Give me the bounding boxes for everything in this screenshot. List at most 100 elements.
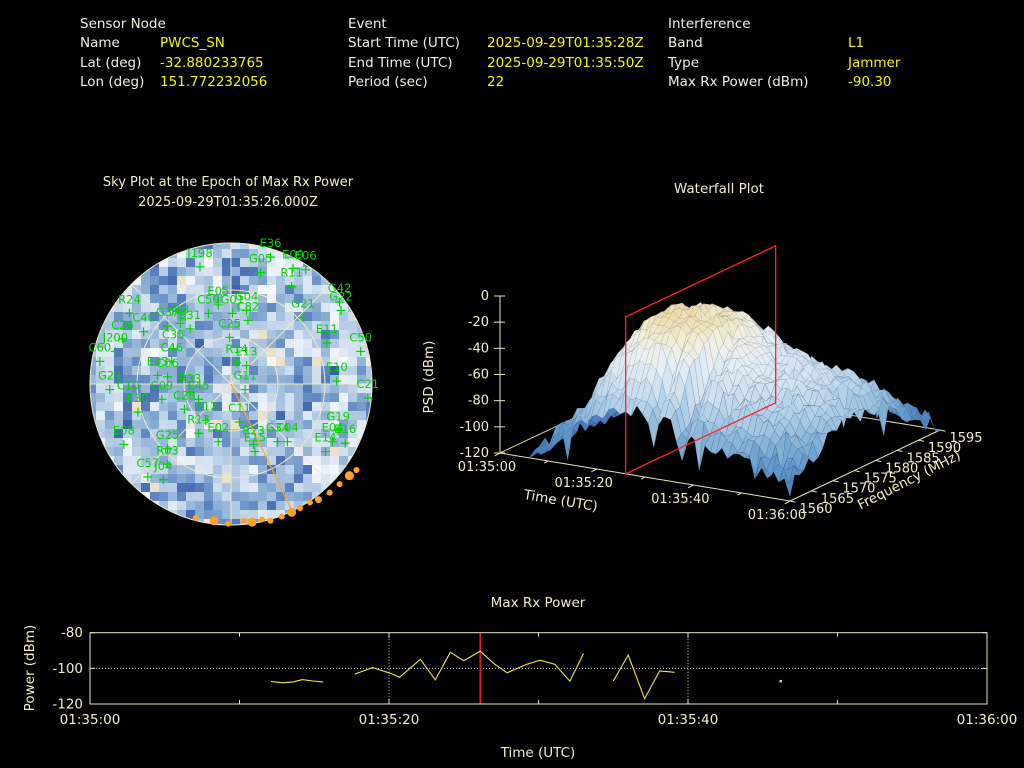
svg-text:-100: -100 bbox=[459, 420, 489, 435]
svg-text:C50: C50 bbox=[349, 330, 372, 344]
svg-text:G04: G04 bbox=[235, 290, 259, 304]
sensor-node-title: Sensor Node bbox=[80, 16, 166, 32]
waterfall-z-axis-label: PSD (dBm) bbox=[421, 341, 437, 414]
svg-text:C09: C09 bbox=[151, 378, 174, 392]
waterfall-surface bbox=[528, 302, 941, 498]
interference-panel: Interference Band L1 Type Jammer Max Rx … bbox=[668, 15, 900, 92]
interference-band-row: Band L1 bbox=[668, 34, 900, 53]
svg-text:0: 0 bbox=[481, 289, 489, 304]
svg-text:C04: C04 bbox=[276, 421, 299, 435]
power-y-axis-label: Power (dBm) bbox=[22, 625, 38, 712]
interference-power-value: -90.30 bbox=[848, 73, 892, 90]
interference-title: Interference bbox=[668, 16, 751, 32]
svg-text:G22: G22 bbox=[329, 290, 353, 304]
event-period-label: Period (sec) bbox=[348, 73, 428, 90]
svg-text:01:35:20: 01:35:20 bbox=[554, 476, 612, 491]
svg-text:G34: G34 bbox=[266, 421, 290, 435]
svg-text:C25: C25 bbox=[218, 316, 241, 330]
interference-type-label: Type bbox=[668, 54, 700, 71]
svg-text:01:36:00: 01:36:00 bbox=[957, 712, 1018, 728]
svg-text:E06: E06 bbox=[295, 249, 317, 263]
svg-text:1560: 1560 bbox=[799, 502, 832, 517]
svg-text:1565: 1565 bbox=[821, 492, 854, 507]
waterfall-title: Waterfall Plot bbox=[674, 181, 764, 197]
svg-text:R13: R13 bbox=[187, 412, 210, 426]
interference-band-value: L1 bbox=[848, 35, 865, 52]
event-start-label: Start Time (UTC) bbox=[348, 35, 460, 52]
svg-text:E10: E10 bbox=[326, 360, 348, 374]
svg-text:G12: G12 bbox=[194, 400, 218, 414]
event-start-row: Start Time (UTC) 2025-09-29T01:35:28Z bbox=[348, 34, 644, 53]
svg-text:C59: C59 bbox=[197, 292, 220, 306]
interference-power-row: Max Rx Power (dBm) -90.30 bbox=[668, 73, 900, 92]
power-x-axis-label: Time (UTC) bbox=[500, 745, 576, 761]
interference-type-row: Type Jammer bbox=[668, 54, 900, 73]
sensor-name-row: Name PWCS_SN bbox=[80, 34, 267, 53]
svg-text:E04: E04 bbox=[322, 421, 344, 435]
svg-text:-80: -80 bbox=[468, 394, 489, 409]
sensor-name-label: Name bbox=[80, 35, 120, 52]
svg-text:G42: G42 bbox=[328, 281, 352, 295]
svg-text:-80: -80 bbox=[61, 625, 83, 641]
svg-text:C10: C10 bbox=[117, 378, 140, 392]
svg-text:C26: C26 bbox=[111, 318, 134, 332]
svg-text:E16: E16 bbox=[334, 422, 356, 436]
svg-text:R11: R11 bbox=[280, 266, 303, 280]
svg-text:C46: C46 bbox=[160, 340, 183, 354]
sensor-lon-value: 151.772232056 bbox=[160, 73, 268, 90]
event-end-row: End Time (UTC) 2025-09-29T01:35:50Z bbox=[348, 54, 644, 73]
svg-text:G19: G19 bbox=[326, 409, 350, 423]
event-start-value: 2025-09-29T01:35:28Z bbox=[487, 35, 644, 52]
svg-text:-120: -120 bbox=[459, 446, 489, 461]
svg-text:R03: R03 bbox=[156, 443, 179, 457]
svg-text:01:35:00: 01:35:00 bbox=[60, 712, 121, 728]
event-period-row: Period (sec) 22 bbox=[348, 73, 644, 92]
sensor-node-panel: Sensor Node Name PWCS_SN Lat (deg) -32.8… bbox=[80, 15, 267, 92]
sensor-lat-row: Lat (deg) -32.880233765 bbox=[80, 54, 267, 73]
svg-text:-60: -60 bbox=[468, 368, 489, 383]
svg-text:J04: J04 bbox=[153, 459, 172, 473]
sky-plot-subtitle: 2025-09-29T01:35:26.000Z bbox=[138, 195, 318, 210]
svg-text:E02: E02 bbox=[207, 421, 229, 435]
svg-text:1585: 1585 bbox=[907, 451, 940, 466]
svg-text:1575: 1575 bbox=[864, 472, 897, 487]
event-end-label: End Time (UTC) bbox=[348, 54, 453, 71]
sensor-name-value: PWCS_SN bbox=[160, 35, 225, 52]
svg-text:J200: J200 bbox=[102, 330, 128, 344]
svg-text:C57: C57 bbox=[136, 456, 159, 470]
svg-text:E03: E03 bbox=[147, 354, 169, 368]
svg-text:01:35:40: 01:35:40 bbox=[651, 492, 709, 507]
svg-text:01:35:00: 01:35:00 bbox=[458, 460, 516, 475]
event-title: Event bbox=[348, 16, 387, 32]
waterfall-epoch-plane bbox=[625, 244, 777, 475]
svg-text:E31: E31 bbox=[179, 308, 201, 322]
svg-text:E05: E05 bbox=[207, 284, 229, 298]
svg-text:G01: G01 bbox=[221, 292, 245, 306]
svg-text:-100: -100 bbox=[52, 661, 83, 677]
event-panel: Event Start Time (UTC) 2025-09-29T01:35:… bbox=[348, 15, 644, 92]
svg-text:C40: C40 bbox=[132, 311, 155, 325]
max-rx-power-plot: 01:35:00 01:35:20 01:35:40 01:36:00 -80 -100 -… bbox=[52, 625, 1017, 728]
max-rx-power-title: Max Rx Power bbox=[491, 595, 586, 611]
svg-text:01:35:40: 01:35:40 bbox=[658, 712, 719, 728]
svg-text:E13: E13 bbox=[236, 345, 258, 359]
svg-text:R33: R33 bbox=[179, 371, 202, 385]
svg-text:R24: R24 bbox=[118, 292, 141, 306]
svg-text:G37: G37 bbox=[156, 305, 180, 319]
svg-text:01:36:00: 01:36:00 bbox=[748, 508, 806, 523]
interference-power-label: Max Rx Power (dBm) bbox=[668, 73, 809, 90]
svg-text:C11: C11 bbox=[228, 401, 251, 415]
svg-text:E08: E08 bbox=[113, 424, 135, 438]
sky-plot-jammer-track bbox=[192, 383, 360, 527]
svg-text:E09: E09 bbox=[282, 247, 304, 261]
svg-text:1590: 1590 bbox=[928, 441, 961, 456]
waterfall-time-axis-label: Time (UTC) bbox=[522, 487, 599, 515]
svg-text:G29: G29 bbox=[98, 369, 122, 383]
sensor-lon-row: Lon (deg) 151.772232056 bbox=[80, 73, 267, 92]
svg-text:-20: -20 bbox=[468, 315, 489, 330]
svg-text:J13: J13 bbox=[170, 302, 189, 316]
svg-text:1570: 1570 bbox=[842, 482, 875, 497]
